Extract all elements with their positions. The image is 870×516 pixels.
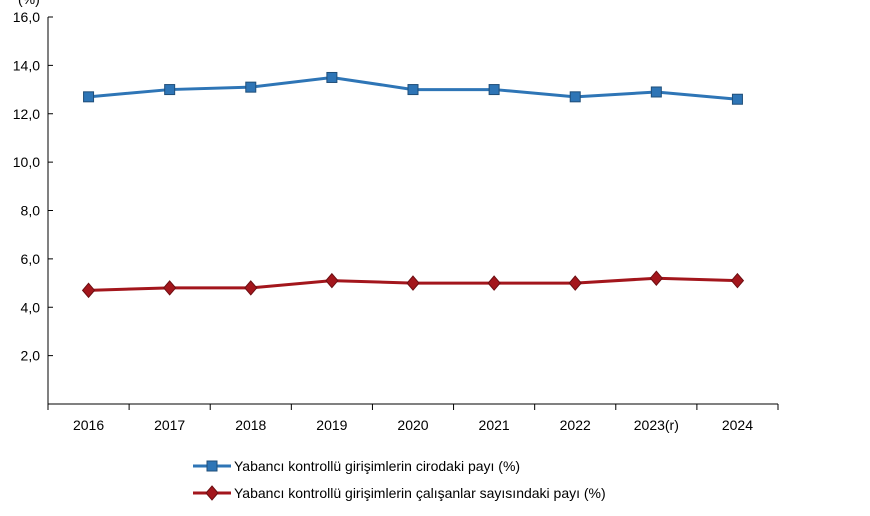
data-point-square xyxy=(569,91,581,103)
y-tick-label: 10,0 xyxy=(13,154,40,170)
data-point-diamond xyxy=(81,282,96,299)
data-point-diamond xyxy=(244,280,258,296)
data-point-square xyxy=(164,84,176,96)
y-tick-label: 2,0 xyxy=(21,348,41,364)
y-tick-label: 4,0 xyxy=(21,299,41,315)
legend-label: Yabancı kontrollü girişimlerin cirodaki … xyxy=(234,458,520,474)
x-tick-label: 2020 xyxy=(397,417,428,433)
data-point-diamond xyxy=(205,485,219,501)
y-tick-label: 6,0 xyxy=(21,251,41,267)
data-point-square xyxy=(326,71,338,83)
x-tick-label: 2024 xyxy=(722,417,753,433)
legend-item: Yabancı kontrollü girişimlerin çalışanla… xyxy=(193,485,606,501)
legend-item: Yabancı kontrollü girişimlerin cirodaki … xyxy=(193,458,520,474)
x-axis: 2016 2017 2018 2019 2020 2021 2022 2023(r) 2024 xyxy=(47,403,779,433)
data-point-diamond xyxy=(730,272,745,289)
data-point-square xyxy=(488,84,500,96)
y-axis-label: (%) xyxy=(18,0,40,7)
x-tick-label: 2023(r) xyxy=(634,417,679,433)
data-point-square xyxy=(650,86,662,98)
data-point-square xyxy=(731,93,743,105)
x-tick-label: 2022 xyxy=(560,417,591,433)
y-axis: 2,0 4,0 6,0 8,0 10,0 12,0 14,0 16,0 xyxy=(13,9,53,404)
data-point-square xyxy=(407,84,419,96)
y-tick-label: 16,0 xyxy=(13,9,40,25)
y-tick-label: 8,0 xyxy=(21,203,41,219)
data-point-diamond xyxy=(406,275,420,291)
x-tick-label: 2018 xyxy=(235,417,266,433)
data-point-diamond xyxy=(649,270,663,286)
x-tick-label: 2021 xyxy=(479,417,510,433)
data-point-diamond xyxy=(568,275,582,291)
data-point-diamond xyxy=(487,275,501,291)
data-point-square xyxy=(83,91,95,103)
data-point-diamond xyxy=(325,272,339,289)
series-2 xyxy=(81,270,745,299)
legend: Yabancı kontrollü girişimlerin cirodaki … xyxy=(193,458,606,501)
x-tick-label: 2016 xyxy=(73,417,104,433)
x-tick-label: 2017 xyxy=(154,417,185,433)
y-tick-label: 14,0 xyxy=(13,57,40,73)
data-point-square xyxy=(206,460,218,472)
data-point-square xyxy=(245,81,257,93)
data-point-diamond xyxy=(163,280,177,296)
series-group xyxy=(81,71,745,299)
legend-label: Yabancı kontrollü girişimlerin çalışanla… xyxy=(234,485,606,501)
series-1 xyxy=(83,71,743,105)
x-tick-label: 2019 xyxy=(316,417,347,433)
y-tick-label: 12,0 xyxy=(13,106,40,122)
